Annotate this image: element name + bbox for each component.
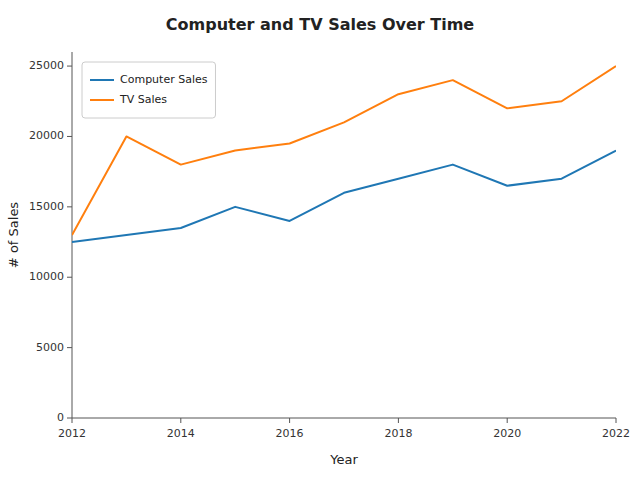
y-tick [67, 206, 72, 207]
x-tick [507, 418, 508, 423]
y-tick-label: 5000 [36, 341, 64, 354]
y-tick-label: 0 [57, 411, 64, 424]
x-axis-label: Year [329, 452, 358, 467]
y-tick [67, 347, 72, 348]
y-axis-label: # of Sales [6, 202, 21, 269]
legend-swatch [90, 79, 114, 81]
legend-label: TV Sales [119, 93, 167, 106]
title: Computer and TV Sales Over Time [166, 15, 474, 34]
legend-label: Computer Sales [120, 73, 208, 86]
series-line [72, 151, 616, 243]
legend-box [82, 62, 215, 118]
chart: 0 5000 10000 15000 20000 25000 2012 2014 2016 201… [0, 0, 640, 480]
y-tick [67, 136, 72, 137]
series-group [72, 66, 616, 242]
x-tick-label: 2018 [384, 427, 412, 440]
y-tick-label: 25000 [29, 59, 64, 72]
x-tick-label: 2014 [167, 427, 195, 440]
y-tick [67, 66, 72, 67]
y-tick [67, 277, 72, 278]
x-tick [72, 418, 73, 423]
x-axis-line [72, 418, 616, 419]
x-tick-label: 2016 [276, 427, 304, 440]
y-tick-label: 10000 [29, 270, 64, 283]
x-tick-label: 2022 [602, 427, 630, 440]
x-tick [289, 418, 290, 423]
x-tick-label: 2020 [493, 427, 521, 440]
x-tick [180, 418, 181, 423]
x-tick [398, 418, 399, 423]
y-tick-label: 20000 [29, 129, 64, 142]
y-tick-label: 15000 [29, 200, 64, 213]
legend-swatch [90, 99, 114, 101]
legend: Computer Sales TV Sales [82, 62, 215, 118]
axes: 0 5000 10000 15000 20000 25000 2012 2014 2016 201… [29, 52, 630, 440]
y-tick [67, 418, 72, 419]
x-tick [616, 418, 617, 423]
x-tick-label: 2012 [58, 427, 86, 440]
chart-container: 0 5000 10000 15000 20000 25000 2012 2014 2016 201… [0, 0, 640, 480]
